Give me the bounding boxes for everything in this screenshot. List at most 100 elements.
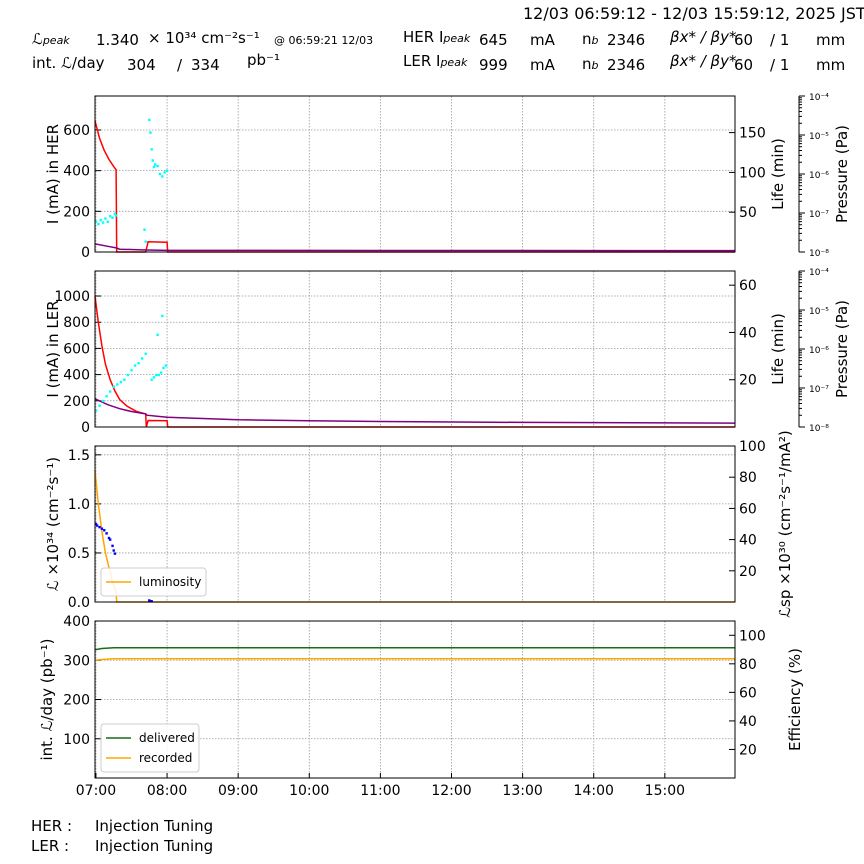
her-beta-unit: mm	[816, 31, 846, 49]
series-line-1	[94, 243, 735, 252]
panel-1: 0 200 400 600 50 100 150 10⁻⁸ 10⁻⁷ 10⁻⁶ 10⁻⁵ 10⁻⁴ Pr…	[44, 93, 851, 261]
intl-recorded: 334	[191, 56, 220, 74]
plot-frame	[94, 95, 736, 253]
data-point	[111, 216, 114, 219]
data-point	[95, 524, 99, 527]
data-point	[100, 527, 104, 530]
x-tick-label: 10:00	[289, 783, 329, 799]
y-axis-label: int. ℒ/day (pb⁻¹)	[38, 639, 56, 761]
series-line-recorded	[94, 657, 735, 662]
time-range: 12/03 06:59:12 - 12/03 15:59:12, 2025 JS…	[523, 4, 864, 23]
y-tick-label: 0.0	[68, 595, 90, 611]
data-point	[151, 159, 155, 162]
y2-tick-label: 40	[739, 714, 757, 730]
plot-frame	[94, 270, 736, 428]
data-point	[111, 544, 114, 548]
data-point	[161, 314, 164, 318]
data-point	[154, 163, 157, 166]
legend-label: delivered	[139, 731, 195, 745]
y2-tick-label: 100	[739, 628, 766, 644]
data-point	[164, 364, 168, 367]
her-status-label: HER :	[31, 817, 73, 835]
y2-tick-label: 40	[739, 325, 757, 341]
y3-tick-label: 10⁻⁶	[809, 346, 829, 356]
series-line-0	[94, 120, 735, 253]
data-point	[106, 220, 109, 223]
ler-nb-label: nb	[582, 55, 599, 73]
y2-tick-label: 40	[739, 533, 757, 549]
data-point	[165, 169, 169, 173]
y2-tick-label: 60	[739, 278, 757, 294]
y-tick-label: 1.5	[68, 448, 90, 464]
x-tick-label: 12:00	[431, 783, 471, 799]
y2-axis-label: Life (min)	[769, 313, 787, 385]
x-tick-label: 08:00	[147, 783, 187, 799]
data-point	[148, 599, 151, 602]
y-tick-label: 300	[63, 653, 90, 669]
data-point	[140, 357, 144, 360]
ler-ipeak-value: 999	[479, 56, 508, 74]
her-beta-y: / 1	[770, 31, 790, 49]
lpeak-time: @ 06:59:21 12/03	[274, 34, 374, 47]
data-point	[108, 390, 112, 393]
panel-3: 0.0 0.5 1.0 1.5 20 40 60 80 100 ℒ ×10³⁴ (cm⁻²s⁻¹)…	[44, 430, 794, 618]
data-point	[101, 399, 105, 403]
data-point	[158, 172, 162, 176]
data-point	[156, 333, 159, 337]
data-point	[150, 378, 153, 381]
data-point	[98, 404, 101, 407]
y2-tick-label: 50	[739, 205, 757, 221]
panel-2: 0 200 400 600 800 1000 20 40 60 10⁻⁸ 10⁻⁷ 10⁻⁶ 10⁻⁵ 1…	[44, 268, 851, 436]
ler-beta-unit: mm	[816, 56, 846, 74]
data-point	[156, 164, 159, 168]
data-point	[94, 522, 98, 526]
plot-frame	[94, 445, 736, 603]
y-tick-label: 1.0	[68, 497, 90, 513]
intl-sep: /	[177, 56, 183, 74]
data-point	[143, 228, 146, 231]
y-tick-label: 400	[63, 614, 90, 630]
y2-tick-label: 80	[739, 470, 757, 486]
x-tick-label: 15:00	[645, 783, 685, 799]
data-point	[159, 371, 163, 374]
data-point	[123, 378, 126, 381]
legend-box	[100, 723, 200, 773]
data-point	[144, 240, 147, 243]
y-tick-label: 0	[81, 245, 90, 261]
data-point	[126, 373, 130, 377]
series-line-0	[94, 296, 735, 428]
series-line-1	[94, 398, 735, 424]
y3-tick-label: 10⁻⁶	[809, 171, 829, 181]
data-point	[108, 214, 112, 218]
her-beta-x: 60	[734, 31, 754, 49]
y2-axis-label: Life (min)	[769, 138, 787, 210]
y2-tick-label: 100	[739, 165, 766, 181]
data-point	[157, 373, 160, 377]
data-point	[99, 218, 102, 222]
series-markers-2	[94, 118, 169, 243]
data-point	[103, 529, 106, 532]
x-tick-label: 11:00	[360, 783, 400, 799]
y-tick-label: 800	[63, 315, 90, 331]
y-tick-label: 600	[63, 123, 90, 139]
ler-ipeak-unit: mA	[530, 56, 555, 74]
y3-tick-label: 10⁻⁴	[809, 268, 829, 278]
series-markers-2	[94, 314, 168, 412]
legend-box	[100, 567, 207, 597]
y2-axis-label: ℒsp ×10³⁰ (cm⁻²s⁻¹/mA²)	[776, 430, 794, 618]
data-point	[150, 148, 153, 151]
series-markers-1	[94, 522, 153, 603]
series-line-delivered	[94, 646, 735, 651]
y2-tick-label: 20	[739, 742, 757, 758]
data-point	[97, 222, 100, 226]
data-point	[133, 364, 137, 367]
intl-delivered: 304	[127, 56, 156, 74]
y-tick-label: 100	[63, 732, 90, 748]
y2-tick-label: 80	[739, 657, 757, 673]
data-point	[155, 373, 158, 377]
y-tick-label: 0.5	[68, 546, 90, 562]
legend-label: recorded	[139, 751, 192, 765]
y3-tick-label: 10⁻⁵	[809, 307, 829, 317]
data-point	[98, 525, 101, 529]
